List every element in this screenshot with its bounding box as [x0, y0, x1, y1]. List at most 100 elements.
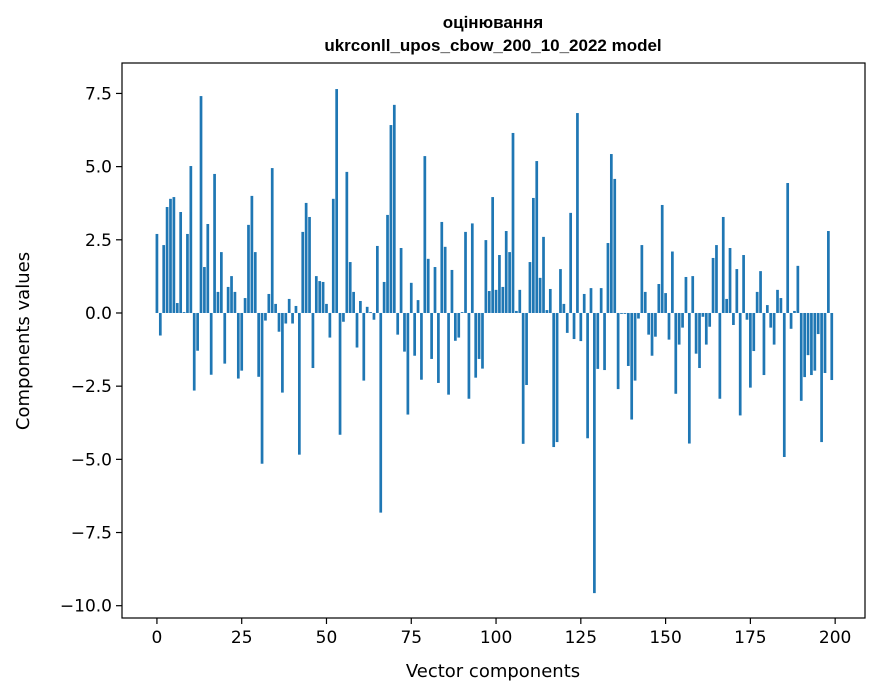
bar-61: [362, 312, 366, 381]
bar-60: [359, 300, 362, 313]
bar-138: [623, 312, 627, 314]
bar-24: [236, 312, 240, 379]
bar-84: [440, 221, 444, 313]
bar-115: [545, 310, 549, 313]
bar-123: [572, 312, 576, 340]
bar-93: [470, 223, 474, 313]
bar-163: [708, 312, 712, 327]
bar-81: [430, 312, 433, 359]
x-tick-label: 50: [316, 628, 338, 648]
bar-15: [206, 223, 210, 313]
bar-1: [158, 312, 162, 336]
bar-150: [664, 293, 667, 313]
bar-108: [521, 312, 525, 444]
bar-184: [779, 298, 783, 313]
bar-157: [687, 312, 691, 444]
bar-190: [799, 312, 803, 401]
bar-52: [331, 198, 335, 313]
bar-199: [830, 312, 834, 381]
bar-148: [657, 284, 661, 313]
y-tick-label: 0.0: [85, 304, 112, 324]
bar-63: [369, 312, 372, 313]
bar-70: [392, 104, 396, 313]
bar-87: [450, 269, 454, 313]
bar-29: [253, 252, 257, 313]
bar-54: [338, 312, 342, 435]
bar-167: [721, 216, 725, 313]
bar-195: [816, 312, 820, 335]
bar-165: [715, 245, 718, 313]
bar-40: [291, 312, 294, 324]
bar-151: [667, 312, 671, 340]
bar-50: [325, 303, 328, 313]
bar-28: [250, 195, 254, 313]
bar-179: [762, 312, 766, 376]
bar-128: [589, 288, 593, 313]
x-axis-label: Vector components: [406, 661, 580, 682]
bar-9: [186, 233, 189, 313]
x-tick-label: 150: [649, 628, 681, 648]
bar-45: [308, 216, 311, 313]
bar-196: [820, 312, 823, 443]
bar-114: [542, 236, 545, 313]
y-tick-label: 5.0: [85, 158, 112, 178]
bar-156: [684, 276, 688, 313]
bar-22: [230, 276, 233, 313]
bar-97: [484, 240, 488, 313]
x-tick-label: 75: [400, 628, 422, 648]
bar-25: [240, 312, 244, 371]
bar-65: [375, 245, 379, 313]
bar-38: [284, 312, 288, 324]
bar-94: [474, 312, 478, 378]
bar-27: [247, 224, 250, 313]
bar-20: [223, 312, 227, 364]
bar-91: [464, 231, 467, 313]
bar-172: [738, 312, 742, 416]
bar-58: [352, 291, 355, 313]
bar-49: [321, 281, 325, 313]
bar-186: [786, 183, 790, 313]
bars: [155, 89, 834, 594]
bar-130: [596, 312, 600, 369]
bar-147: [654, 312, 657, 337]
bar-112: [535, 161, 539, 313]
bar-100: [494, 289, 498, 313]
bar-173: [742, 255, 745, 313]
bar-86: [447, 312, 450, 395]
bar-144: [643, 291, 647, 313]
bar-191: [803, 312, 806, 378]
bar-103: [504, 231, 508, 313]
chart-title-line-2: ukrconll_upos_cbow_200_10_2022 model: [324, 36, 661, 55]
bar-4: [169, 198, 172, 313]
bar-79: [423, 156, 427, 313]
x-tick-label: 0: [152, 628, 163, 648]
bar-35: [274, 303, 277, 313]
bar-76: [413, 312, 417, 356]
x-tick-label: 200: [819, 628, 851, 648]
bar-139: [626, 312, 630, 366]
bar-171: [735, 269, 739, 313]
bar-193: [810, 312, 813, 376]
bar-73: [403, 312, 406, 352]
bar-14: [203, 267, 206, 313]
bar-122: [569, 212, 573, 313]
bar-88: [453, 312, 457, 341]
bar-11: [192, 312, 196, 391]
x-tick-label: 125: [565, 628, 597, 648]
bar-188: [793, 310, 796, 313]
bar-2: [162, 245, 166, 313]
bar-109: [525, 312, 528, 385]
bar-168: [725, 298, 728, 313]
bar-160: [698, 312, 701, 369]
plot-frame: [121, 62, 866, 619]
bar-74: [406, 312, 410, 415]
bar-89: [457, 312, 461, 338]
x-tick-label: 25: [231, 628, 253, 648]
y-tick-label: 2.5: [85, 231, 112, 251]
bar-104: [508, 252, 511, 313]
bar-187: [789, 312, 793, 329]
bar-10: [189, 166, 193, 313]
bar-5: [172, 197, 176, 313]
bar-77: [416, 300, 420, 313]
bar-143: [640, 245, 644, 313]
